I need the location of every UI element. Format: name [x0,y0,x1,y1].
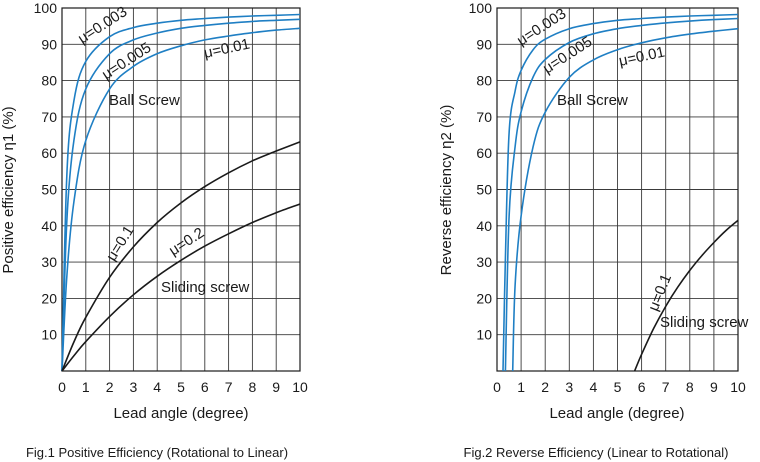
x-tick-label: 7 [662,379,670,395]
series-label: μ=0.003 [514,5,569,49]
annotation-ball-screw: Ball Screw [557,92,628,109]
x-tick-label: 0 [493,379,501,395]
series-label: μ=0.003 [75,3,130,47]
x-tick-label: 4 [153,379,161,395]
y-tick-label: 10 [476,327,492,343]
x-tick-label: 2 [106,379,114,395]
x-axis-label: Lead angle (degree) [549,405,684,422]
y-tick-label: 100 [34,0,58,16]
series-line-ball [511,27,739,372]
x-axis-label: Lead angle (degree) [113,405,248,422]
x-tick-label: 8 [249,379,257,395]
series-line-ball [502,13,739,372]
x-tick-label: 5 [177,379,185,395]
y-tick-label: 20 [41,290,57,306]
y-tick-label: 30 [476,254,492,270]
series-label: μ=0.1 [645,272,675,314]
x-tick-label: 5 [614,379,622,395]
y-tick-label: 90 [41,36,57,52]
y-tick-label: 90 [476,36,492,52]
x-tick-label: 7 [225,379,233,395]
x-tick-label: 1 [82,379,90,395]
series-label: μ=0.005 [99,39,154,83]
x-tick-label: 0 [58,379,66,395]
series-label: μ=0.1 [103,223,138,264]
series-line-ball [61,13,301,372]
chart-2: 0 1 2 3 4 5 6 7 8 9 10 10 20 30 40 50 60 70 80 90 100 Lead an… [438,0,749,460]
x-tick-label: 3 [565,379,573,395]
annotation-sliding-screw: Sliding screw [660,314,749,331]
annotation-sliding-screw: Sliding screw [161,279,250,296]
x-tick-label: 10 [292,379,308,395]
x-tick-label: 6 [201,379,209,395]
x-tick-label: 2 [541,379,549,395]
y-tick-label: 80 [476,73,492,89]
y-tick-label: 60 [41,145,57,161]
series-label: μ=0.005 [540,33,595,77]
y-axis-label: Positive efficiency η1 (%) [0,106,17,273]
y-tick-label: 40 [41,218,57,234]
y-tick-label: 30 [41,254,57,270]
figure-caption: Fig.1 Positive Efficiency (Rotational to… [26,445,288,460]
y-tick-label: 60 [476,145,492,161]
y-tick-label: 80 [41,73,57,89]
series-label: μ=0.2 [166,224,207,259]
x-tick-label: 9 [710,379,718,395]
plot-frame [61,7,301,372]
series-line-sliding [61,203,301,372]
y-tick-label: 70 [476,109,492,125]
x-tick-label: 8 [686,379,694,395]
x-tick-label: 1 [517,379,525,395]
x-tick-label: 6 [638,379,646,395]
plot-frame [496,7,739,372]
series-line-ball [61,18,301,372]
y-tick-label: 10 [41,327,57,343]
y-tick-label: 70 [41,109,57,125]
y-tick-label: 50 [476,182,492,198]
series-line-sliding [633,219,739,372]
figure-caption: Fig.2 Reverse Efficiency (Linear to Rota… [464,445,729,460]
annotation-ball-screw: Ball Screw [109,92,180,109]
x-tick-label: 3 [130,379,138,395]
x-tick-label: 10 [730,379,746,395]
y-tick-label: 40 [476,218,492,234]
series-line-ball [61,27,301,372]
chart-1: 0 1 2 3 4 5 6 7 8 9 10 10 20 30 40 50 60 70 80 90 100 Lead an… [0,0,308,460]
y-tick-label: 20 [476,290,492,306]
series-line-ball [504,17,739,372]
series-line-sliding [61,141,301,372]
y-axis-label: Reverse efficiency η2 (%) [438,105,455,276]
y-tick-label: 50 [41,182,57,198]
x-tick-label: 9 [272,379,280,395]
y-tick-label: 100 [469,0,493,16]
x-tick-label: 4 [590,379,598,395]
